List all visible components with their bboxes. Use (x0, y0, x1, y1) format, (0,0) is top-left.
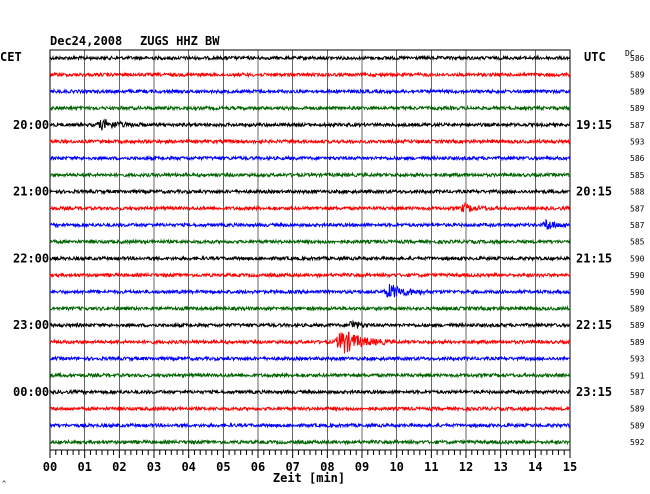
x-tick-label: 04 (181, 460, 195, 474)
left-time-labels: 20:00 21:00 22:00 23:00 00:00 (13, 118, 49, 399)
x-tick-label: 05 (216, 460, 230, 474)
dc-value: 588 (630, 188, 645, 197)
dc-value: 586 (630, 54, 645, 63)
chart-date: Dec24,2008 (50, 34, 122, 48)
chart-station: ZUGS HHZ BW (140, 34, 220, 48)
corner-mark: ^ (2, 480, 6, 488)
dc-value: 587 (630, 121, 645, 130)
dc-value: 585 (630, 238, 645, 247)
seismic-trace-18 (49, 355, 571, 363)
right-timezone-label: UTC (584, 50, 606, 64)
seismic-trace-10 (49, 218, 571, 230)
x-tick-label: 07 (285, 460, 299, 474)
right-time-label: 21:15 (576, 251, 612, 265)
dc-header-label: DC (625, 49, 635, 58)
seismic-trace-11 (49, 238, 571, 246)
seismic-trace-8 (49, 188, 571, 196)
x-tick-label: 14 (528, 460, 542, 474)
dc-value: 593 (630, 138, 645, 147)
seismic-trace-23 (49, 438, 571, 446)
dc-value-column: 586 589 589 589 587 593 586 585 588 587 587 585 590 5… (630, 54, 645, 447)
x-tick-label: 12 (459, 460, 473, 474)
trace-group (49, 54, 571, 446)
dc-value: 590 (630, 271, 645, 280)
x-tick-label: 09 (355, 460, 369, 474)
x-tick-label: 06 (251, 460, 265, 474)
seismic-trace-3 (49, 104, 571, 112)
dc-value: 587 (630, 388, 645, 397)
right-time-label: 23:15 (576, 385, 612, 399)
seismic-trace-12 (49, 254, 571, 262)
seismic-trace-6 (49, 154, 571, 162)
right-time-label: 22:15 (576, 318, 612, 332)
left-timezone-label: CET (0, 50, 22, 64)
seismic-trace-9 (49, 202, 571, 213)
x-tick-label: 03 (147, 460, 161, 474)
seismic-trace-0 (49, 54, 571, 62)
dc-value: 587 (630, 221, 645, 230)
right-time-label: 20:15 (576, 185, 612, 199)
dc-value: 589 (630, 421, 645, 430)
x-tick-label: 11 (424, 460, 438, 474)
x-tick-label: 01 (77, 460, 91, 474)
left-time-label: 23:00 (13, 318, 49, 332)
dc-value: 590 (630, 288, 645, 297)
seismic-trace-17 (49, 331, 571, 354)
seismic-trace-20 (49, 388, 571, 396)
right-time-labels: 19:15 20:15 21:15 22:15 23:15 (576, 118, 612, 399)
dc-value: 589 (630, 71, 645, 80)
left-time-label: 00:00 (13, 385, 49, 399)
dc-value: 589 (630, 104, 645, 113)
x-tick-label: 13 (493, 460, 507, 474)
dc-value: 590 (630, 254, 645, 263)
dc-value: 587 (630, 204, 645, 213)
seismic-trace-5 (49, 138, 571, 146)
dc-value: 593 (630, 355, 645, 364)
left-time-label: 21:00 (13, 185, 49, 199)
dc-value: 589 (630, 405, 645, 414)
chart-grid (49, 49, 571, 451)
x-tick-label: 15 (563, 460, 577, 474)
left-time-label: 22:00 (13, 251, 49, 265)
dc-value: 589 (630, 305, 645, 314)
seismic-trace-1 (49, 71, 571, 79)
seismic-trace-19 (49, 371, 571, 379)
x-axis: 00 01 02 03 04 05 06 07 08 09 10 11 12 13 14 15 (43, 450, 577, 474)
seismic-trace-22 (49, 421, 571, 429)
seismic-trace-21 (49, 405, 571, 413)
x-axis-title: Zeit [min] (273, 471, 345, 485)
dc-value: 592 (630, 438, 645, 447)
right-time-label: 19:15 (576, 118, 612, 132)
dc-value: 586 (630, 154, 645, 163)
x-tick-label: 08 (320, 460, 334, 474)
x-tick-label: 10 (389, 460, 403, 474)
seismic-trace-16 (49, 319, 571, 329)
seismic-trace-13 (49, 271, 571, 279)
dc-value: 585 (630, 171, 645, 180)
x-tick-label: 02 (112, 460, 126, 474)
seismic-trace-4 (49, 118, 571, 131)
grid-frame (49, 49, 571, 451)
seismic-trace-15 (49, 304, 571, 312)
x-tick-label: 00 (43, 460, 57, 474)
left-time-label: 20:00 (13, 118, 49, 132)
seismic-trace-14 (49, 283, 571, 298)
seismic-trace-2 (49, 87, 571, 95)
dc-value: 589 (630, 321, 645, 330)
dc-value: 589 (630, 87, 645, 96)
seismic-trace-7 (49, 171, 571, 179)
dc-value: 591 (630, 371, 645, 380)
dc-value: 589 (630, 338, 645, 347)
